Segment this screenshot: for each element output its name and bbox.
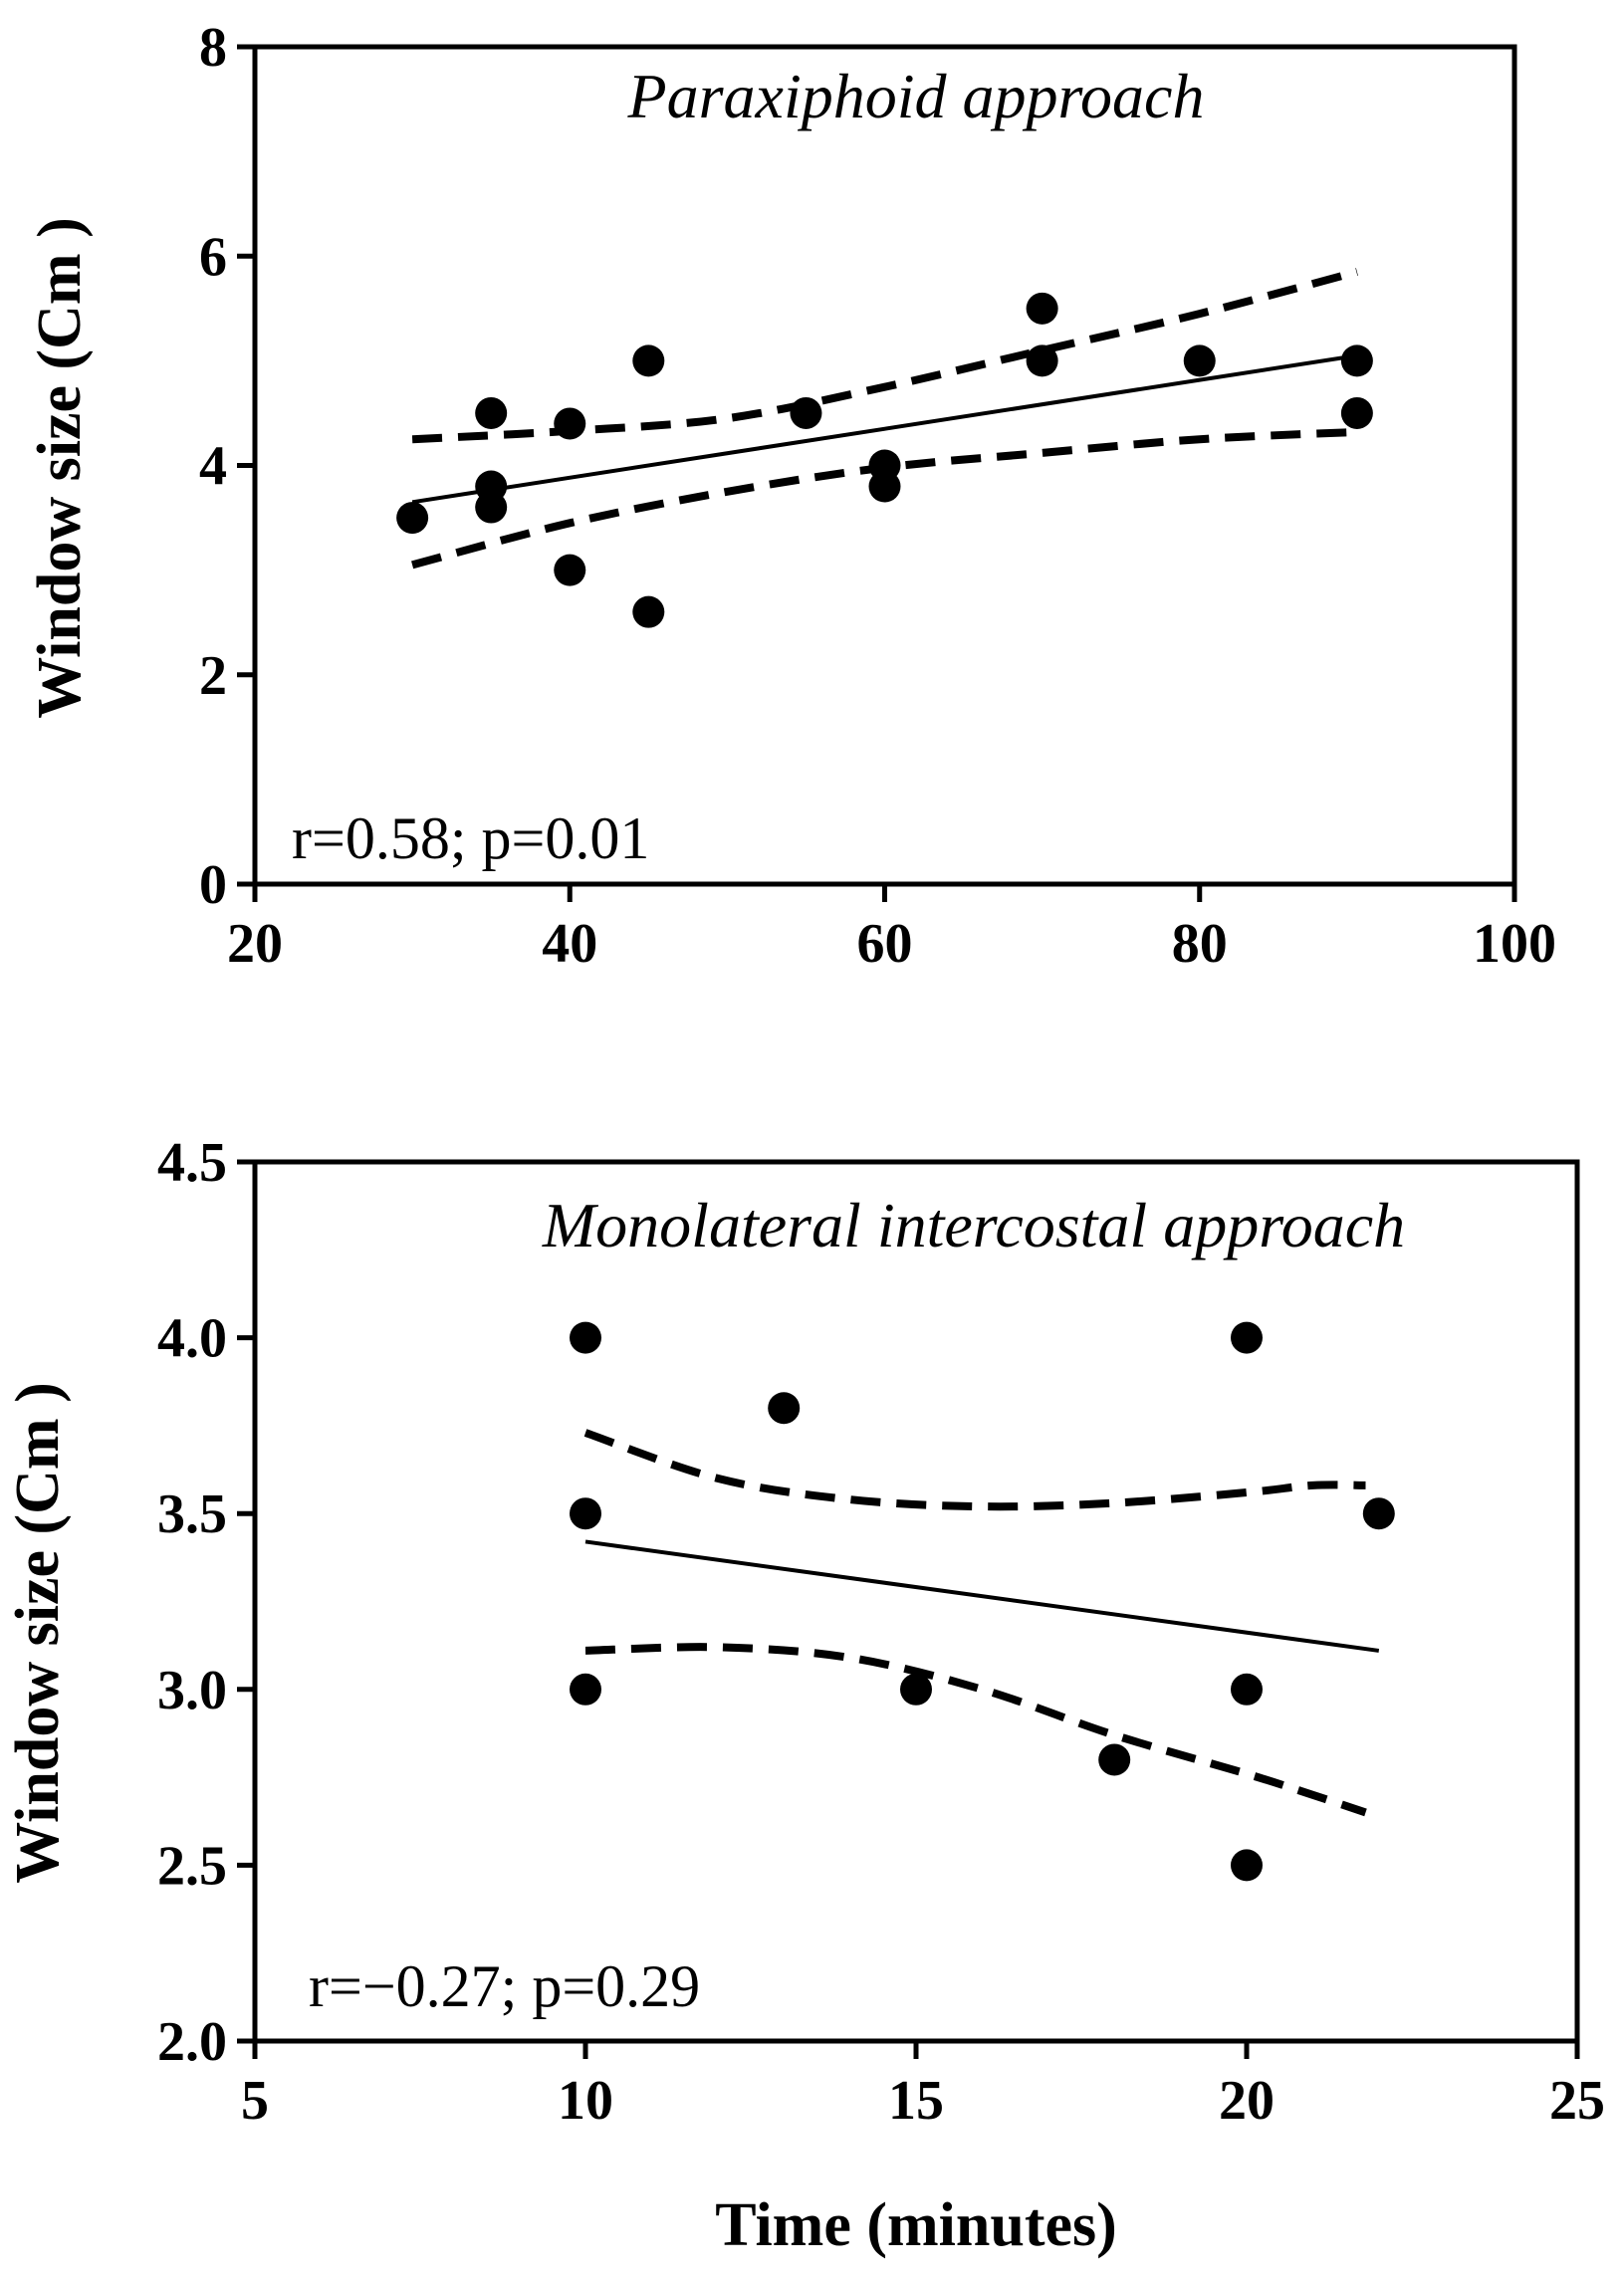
- chart-monolateral-intercostal: 2.0 2.5 3.0 3.5 4.0 4.5 5 10 15 20 25 Monolateral …: [4, 1132, 1605, 2259]
- chart-2-stat-annotation: r=−0.27; p=0.29: [309, 1953, 700, 2019]
- chart-1-data-point: [1026, 292, 1058, 325]
- chart-1-data-point: [554, 407, 586, 440]
- chart-1-y-tick-label: 8: [199, 17, 227, 79]
- chart-2-y-axis-title: Window size (Cm ): [4, 1382, 72, 1883]
- chart-2-x-tick-label: 5: [241, 2070, 269, 2132]
- chart-2-data-point: [570, 1673, 601, 1706]
- chart-2-data-point: [768, 1392, 801, 1425]
- chart-1-x-tick-label: 80: [1172, 913, 1228, 975]
- chart-1-data-point: [1340, 344, 1373, 377]
- chart-1-ci-upper-band: [411, 268, 1358, 444]
- chart-2-axes-layer: 2.0 2.5 3.0 3.5 4.0 4.5 5 10 15 20 25: [157, 1132, 1605, 2132]
- chart-1-stat-annotation: r=0.58; p=0.01: [292, 805, 649, 871]
- chart-2-regression-line: [584, 1539, 1380, 1653]
- chart-2-points-layer: [570, 1321, 1395, 1882]
- chart-2-x-tick-label: 10: [558, 2070, 613, 2132]
- chart-1-x-tick-label: 100: [1473, 913, 1556, 975]
- chart-2-data-point: [1362, 1497, 1395, 1530]
- chart-1-axes-layer: 0 2 4 6 8 20 40 60 80 100: [199, 17, 1556, 975]
- chart-2-lines-layer: [583, 1429, 1380, 1817]
- chart-2-data-point: [570, 1321, 601, 1354]
- chart-2-x-axis-title: Time (minutes): [715, 2191, 1117, 2259]
- chart-2-x-tick-label: 15: [888, 2070, 944, 2132]
- chart-2-ci-lower-band: [584, 1643, 1367, 1817]
- chart-2-data-point: [900, 1673, 932, 1706]
- chart-1-x-tick-label: 20: [227, 913, 283, 975]
- chart-1-data-point: [632, 595, 665, 628]
- chart-2-frame: [252, 1159, 1580, 2044]
- chart-2-y-tick-label: 3.5: [157, 1483, 227, 1545]
- chart-2-x-tick-label: 25: [1549, 2070, 1605, 2132]
- chart-1-regression-line: [411, 353, 1358, 505]
- chart-2-data-point: [1231, 1673, 1263, 1706]
- chart-2-data-point: [1231, 1849, 1263, 1882]
- chart-1-y-tick-label: 2: [199, 645, 227, 707]
- chart-1-data-point: [1026, 344, 1058, 377]
- chart-2-y-tick-label: 2.5: [157, 1835, 227, 1897]
- chart-2-data-point: [1231, 1321, 1263, 1354]
- chart-2-y-tick-label: 4.0: [157, 1308, 227, 1370]
- chart-2-data-point: [570, 1497, 601, 1530]
- chart-2-data-point: [1098, 1743, 1131, 1776]
- chart-1-lines-layer: [411, 268, 1358, 570]
- chart-2-ci-upper-band: [583, 1429, 1366, 1511]
- chart-2-y-tick-label: 2.0: [157, 2011, 227, 2073]
- chart-1-points-layer: [396, 292, 1373, 628]
- chart-1-x-tick-label: 60: [857, 913, 913, 975]
- chart-1-data-point: [475, 491, 508, 524]
- chart-1-y-axis-title: Window size (Cm ): [26, 217, 94, 718]
- chart-2-x-tick-label: 20: [1219, 2070, 1275, 2132]
- chart-1-title: Paraxiphoid approach: [627, 61, 1205, 131]
- chart-1-y-tick-label: 0: [199, 854, 227, 916]
- chart-1-y-tick-label: 4: [199, 436, 227, 498]
- chart-1-x-tick-label: 40: [542, 913, 597, 975]
- chart-1-data-point: [790, 396, 822, 429]
- chart-1-data-point: [475, 396, 508, 429]
- chart-2-y-tick-label: 3.0: [157, 1660, 227, 1721]
- chart-1-data-point: [1340, 396, 1373, 429]
- chart-1-data-point: [554, 554, 586, 586]
- chart-1-y-tick-label: 6: [199, 226, 227, 288]
- chart-2-y-tick-label: 4.5: [157, 1132, 227, 1194]
- chart-paraxiphoid: 0 2 4 6 8 20 40 60 80 100 Paraxiphoid approach r=…: [26, 17, 1556, 975]
- chart-2-title: Monolateral intercostal approach: [542, 1190, 1405, 1260]
- chart-1-data-point: [632, 344, 665, 377]
- chart-1-data-point: [1183, 344, 1216, 377]
- chart-1-data-point: [868, 470, 901, 503]
- chart-1-data-point: [396, 502, 429, 535]
